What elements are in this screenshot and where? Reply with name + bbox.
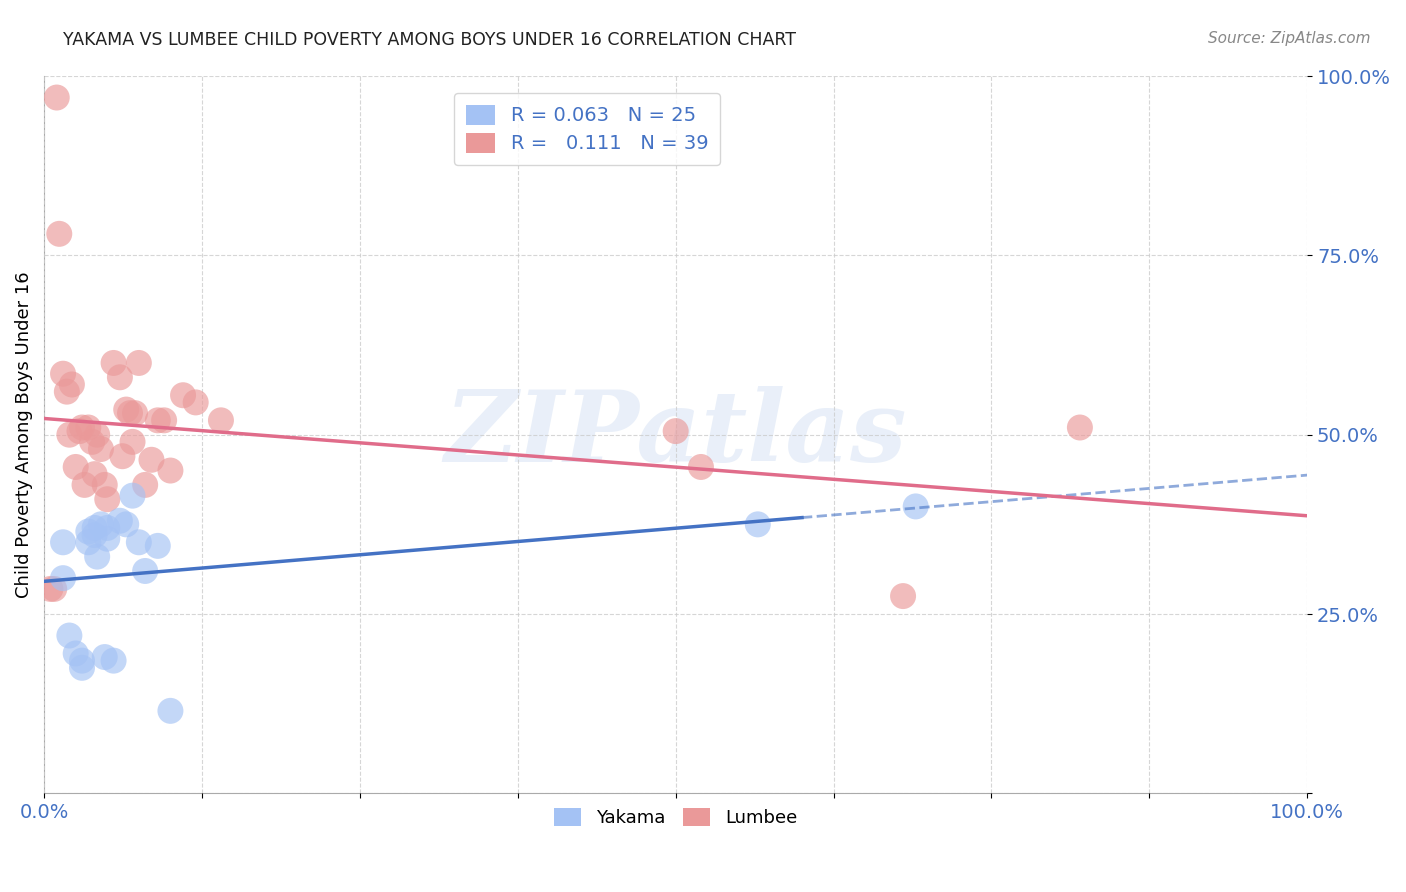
- Point: [70, 654, 93, 668]
- Point: [96, 521, 118, 535]
- Point: [103, 654, 125, 668]
- Point: [96, 492, 118, 507]
- Point: [115, 402, 138, 417]
- Point: [90, 517, 112, 532]
- Point: [73, 478, 96, 492]
- Point: [904, 500, 927, 514]
- Point: [83, 528, 105, 542]
- Point: [52, 367, 75, 381]
- Point: [103, 356, 125, 370]
- Point: [65, 647, 87, 661]
- Point: [77, 524, 100, 539]
- Point: [58, 427, 80, 442]
- Point: [184, 395, 207, 409]
- Point: [891, 589, 914, 603]
- Point: [52, 571, 75, 585]
- Point: [86, 427, 108, 442]
- Point: [134, 564, 156, 578]
- Text: YAKAMA VS LUMBEE CHILD POVERTY AMONG BOYS UNDER 16 CORRELATION CHART: YAKAMA VS LUMBEE CHILD POVERTY AMONG BOY…: [63, 31, 796, 49]
- Point: [665, 424, 688, 438]
- Point: [209, 413, 232, 427]
- Point: [44, 582, 66, 596]
- Point: [48, 227, 70, 241]
- Point: [65, 460, 87, 475]
- Point: [70, 420, 93, 434]
- Point: [83, 521, 105, 535]
- Point: [56, 384, 79, 399]
- Point: [128, 356, 150, 370]
- Point: [82, 434, 104, 449]
- Point: [146, 539, 169, 553]
- Point: [118, 406, 141, 420]
- Point: [124, 406, 146, 420]
- Text: ZIPatlas: ZIPatlas: [444, 386, 907, 483]
- Point: [159, 704, 181, 718]
- Point: [108, 370, 131, 384]
- Point: [52, 535, 75, 549]
- Point: [146, 413, 169, 427]
- Point: [96, 532, 118, 546]
- Point: [60, 377, 83, 392]
- Point: [111, 449, 134, 463]
- Text: Source: ZipAtlas.com: Source: ZipAtlas.com: [1208, 31, 1371, 46]
- Point: [159, 464, 181, 478]
- Point: [172, 388, 194, 402]
- Point: [83, 467, 105, 482]
- Y-axis label: Child Poverty Among Boys Under 16: Child Poverty Among Boys Under 16: [15, 271, 32, 598]
- Point: [93, 478, 115, 492]
- Point: [58, 628, 80, 642]
- Point: [121, 434, 143, 449]
- Point: [153, 413, 176, 427]
- Point: [39, 582, 62, 596]
- Point: [134, 478, 156, 492]
- Point: [70, 661, 93, 675]
- Point: [90, 442, 112, 456]
- Point: [115, 517, 138, 532]
- Point: [1069, 420, 1091, 434]
- Point: [77, 535, 100, 549]
- Point: [69, 424, 91, 438]
- Point: [77, 420, 100, 434]
- Point: [747, 517, 769, 532]
- Point: [141, 452, 163, 467]
- Point: [93, 650, 115, 665]
- Point: [86, 549, 108, 564]
- Legend: Yakama, Lumbee: Yakama, Lumbee: [547, 801, 804, 835]
- Point: [690, 460, 713, 475]
- Point: [121, 489, 143, 503]
- Point: [108, 514, 131, 528]
- Point: [45, 90, 67, 104]
- Point: [128, 535, 150, 549]
